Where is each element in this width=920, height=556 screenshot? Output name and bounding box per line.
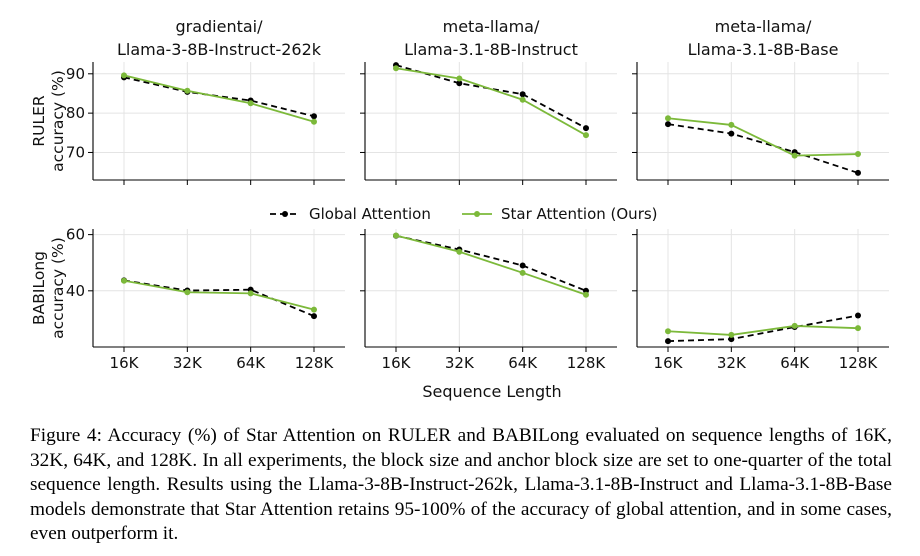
- data-point-global-attention: [665, 338, 671, 345]
- series-line-star-attention: [667, 117, 859, 157]
- series-line-star-attention: [395, 234, 587, 296]
- panel-title-model-line2: Llama-3.1-8B-Instruct: [404, 40, 578, 59]
- x-tick-label: 16K: [110, 354, 140, 372]
- x-tick-label: 128K: [295, 354, 335, 372]
- data-point-global-attention: [583, 125, 589, 132]
- data-point-star-attention: [519, 96, 526, 103]
- data-point-star-attention: [121, 277, 127, 284]
- data-point-star-attention: [393, 232, 399, 239]
- panel-title-model-line1: meta-llama/: [443, 17, 540, 36]
- series-line-star-attention: [667, 325, 859, 336]
- series-line-star-attention: [123, 279, 315, 311]
- panel-title-model-line1: meta-llama/: [715, 17, 812, 36]
- x-tick-label: 128K: [567, 354, 607, 372]
- series-line-global-attention: [123, 279, 315, 317]
- data-point-global-attention: [519, 91, 526, 98]
- data-point-star-attention: [519, 269, 526, 276]
- x-tick-label: 64K: [236, 354, 266, 372]
- data-point-star-attention: [791, 152, 798, 159]
- data-point-star-attention: [393, 65, 399, 72]
- legend-label: Star Attention (Ours): [501, 205, 658, 223]
- series-line-global-attention: [667, 314, 859, 342]
- x-tick-label: 16K: [654, 354, 684, 372]
- data-point-star-attention: [311, 118, 317, 125]
- x-tick-label: 64K: [780, 354, 810, 372]
- accuracy-figure: gradientai/Llama-3-8B-Instruct-262k meta-…: [30, 17, 889, 401]
- data-point-star-attention: [184, 289, 191, 296]
- data-point-star-attention: [791, 322, 798, 329]
- series-line-global-attention: [123, 76, 315, 118]
- data-point-star-attention: [728, 121, 735, 128]
- data-point-star-attention: [121, 72, 127, 79]
- series-line-star-attention: [395, 67, 587, 136]
- figure-caption: Figure 4: Accuracy (%) of Star Attention…: [30, 425, 892, 544]
- series-line-star-attention: [123, 74, 315, 123]
- data-point-global-attention: [519, 262, 526, 269]
- data-point-star-attention: [855, 325, 861, 332]
- y-tick-label: 80: [66, 104, 85, 122]
- series-line-global-attention: [395, 234, 587, 292]
- y-axis-label-unit: accuracy (%): [49, 70, 67, 172]
- legend-marker: [474, 211, 480, 217]
- series-line-global-attention: [667, 123, 859, 174]
- panel-title-model-line2: Llama-3-8B-Instruct-262k: [117, 40, 322, 59]
- y-axis-label-benchmark: RULER: [30, 95, 48, 147]
- data-point-star-attention: [247, 290, 254, 297]
- y-tick-label: 70: [66, 143, 85, 161]
- panel-title-model-line2: Llama-3.1-8B-Base: [688, 40, 839, 59]
- data-point-global-attention: [728, 336, 735, 343]
- data-point-global-attention: [855, 312, 861, 319]
- x-axis-title: Sequence Length: [422, 382, 561, 401]
- data-point-global-attention: [665, 121, 671, 128]
- legend-marker: [282, 211, 288, 217]
- data-point-star-attention: [456, 75, 463, 82]
- y-tick-label: 90: [66, 65, 85, 83]
- y-tick-label: 60: [66, 226, 85, 244]
- data-point-star-attention: [728, 331, 735, 338]
- x-tick-label: 16K: [382, 354, 412, 372]
- data-point-global-attention: [728, 130, 735, 137]
- data-point-star-attention: [665, 328, 671, 335]
- x-tick-label: 64K: [508, 354, 538, 372]
- data-point-star-attention: [247, 100, 254, 107]
- data-point-star-attention: [456, 248, 463, 255]
- data-point-global-attention: [311, 313, 317, 320]
- y-axis-label-unit: accuracy (%): [49, 237, 67, 339]
- data-point-star-attention: [855, 151, 861, 158]
- data-point-star-attention: [311, 306, 317, 313]
- data-point-star-attention: [665, 115, 671, 122]
- x-tick-label: 32K: [717, 354, 747, 372]
- data-point-star-attention: [184, 87, 191, 94]
- x-tick-label: 32K: [173, 354, 203, 372]
- data-point-global-attention: [311, 113, 317, 120]
- panel-title-model-line1: gradientai/: [175, 17, 263, 36]
- y-tick-label: 40: [66, 282, 85, 300]
- y-axis-label-benchmark: BABILong: [30, 251, 48, 325]
- x-tick-label: 128K: [839, 354, 879, 372]
- data-point-global-attention: [456, 80, 463, 87]
- data-point-global-attention: [855, 169, 861, 176]
- x-tick-label: 32K: [445, 354, 475, 372]
- data-point-star-attention: [583, 132, 589, 139]
- data-point-star-attention: [583, 291, 589, 298]
- legend-label: Global Attention: [309, 205, 431, 223]
